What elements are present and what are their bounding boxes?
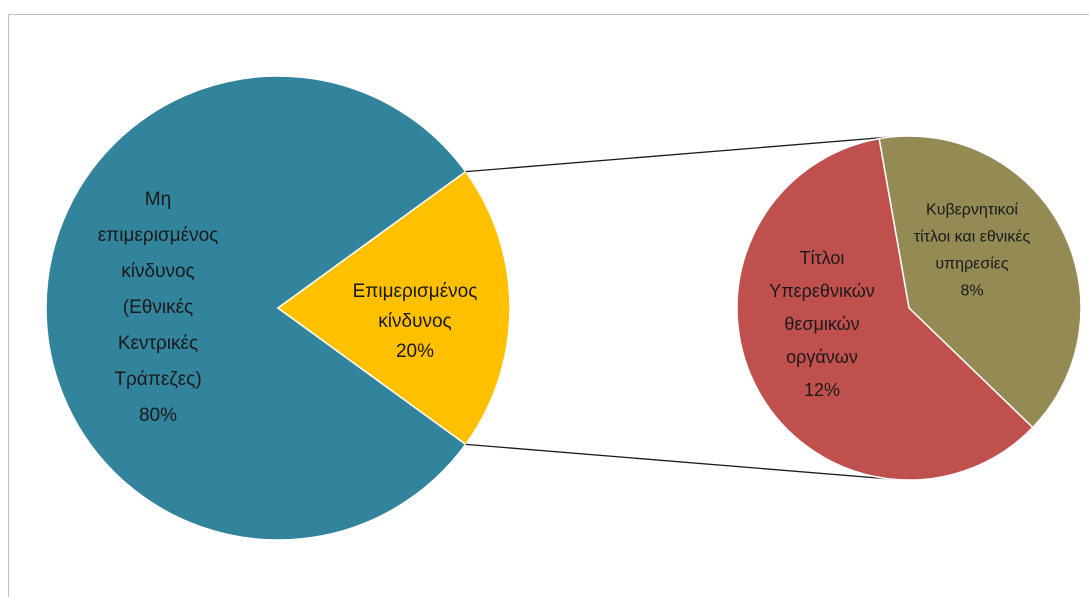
secondary-pie-slice-supranational bbox=[736, 137, 1034, 481]
secondary-pie-label-government: Κυβερνητικοί τίτλοι και εθνικές υπηρεσίες 8… bbox=[914, 202, 1031, 300]
chart-frame bbox=[8, 14, 1089, 597]
main-pie-label-unallocated: Μη επιμερισμένος κίνδυνος (Εθνικές Κεντρικές… bbox=[98, 189, 219, 426]
secondary-pie-slice-government bbox=[878, 135, 1082, 429]
connector-line-top bbox=[465, 136, 895, 173]
main-pie-slice-unallocated bbox=[45, 75, 467, 541]
main-pie-label-allocated: Επιμερισμένος κίνδυνος 20% bbox=[353, 281, 478, 362]
connector-lines bbox=[465, 136, 895, 480]
secondary-pie bbox=[736, 135, 1082, 481]
slice-labels: Μη επιμερισμένος κίνδυνος (Εθνικές Κεντρικές… bbox=[98, 189, 1031, 426]
connector-line-bottom bbox=[465, 443, 895, 480]
main-pie-slice-allocated bbox=[276, 170, 511, 446]
secondary-pie-label-supranational: Τίτλοι Υπερεθνικών θεσμικών οργάνων 12% bbox=[769, 248, 875, 400]
main-pie bbox=[45, 75, 511, 541]
